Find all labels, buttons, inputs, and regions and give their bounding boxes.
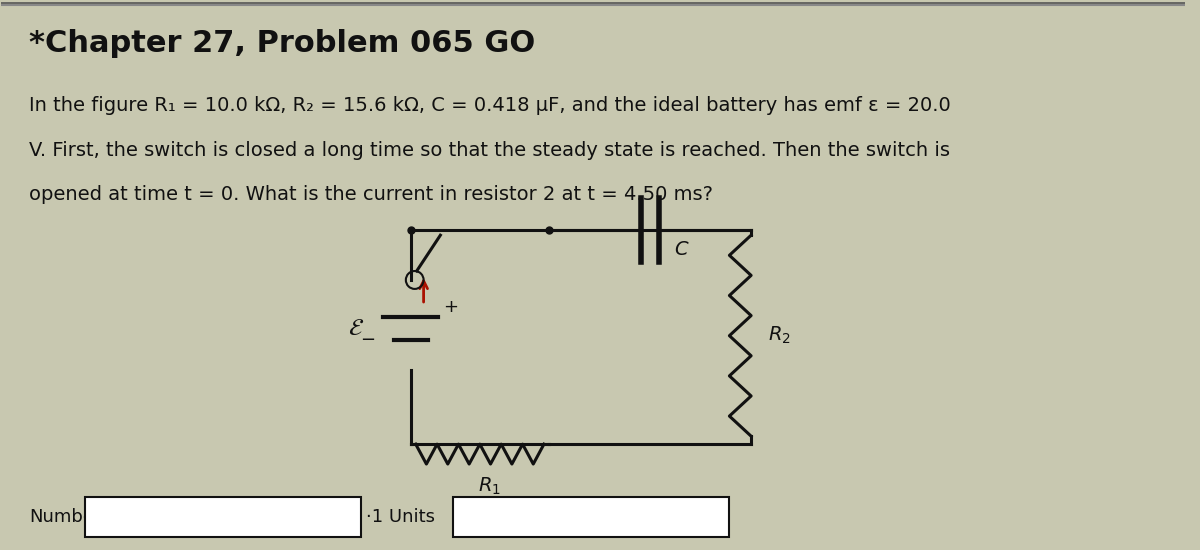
- Text: +: +: [443, 298, 458, 316]
- Text: $\mathcal{E}$: $\mathcal{E}$: [348, 316, 365, 340]
- Text: $R_2$: $R_2$: [768, 325, 791, 347]
- Text: In the figure R₁ = 10.0 kΩ, R₂ = 15.6 kΩ, C = 0.418 μF, and the ideal battery ha: In the figure R₁ = 10.0 kΩ, R₂ = 15.6 kΩ…: [29, 96, 950, 115]
- Text: −: −: [360, 331, 376, 349]
- Text: opened at time t = 0. What is the current in resistor 2 at t = 4.50 ms?: opened at time t = 0. What is the curren…: [29, 185, 713, 205]
- Text: Number: Number: [29, 508, 102, 526]
- Text: V. First, the switch is closed a long time so that the steady state is reached. : V. First, the switch is closed a long ti…: [29, 141, 950, 160]
- Text: ·1 Units: ·1 Units: [366, 508, 436, 526]
- Text: $R_1$: $R_1$: [479, 476, 502, 497]
- Polygon shape: [454, 497, 730, 537]
- Text: *Chapter 27, Problem 065 GO: *Chapter 27, Problem 065 GO: [29, 29, 535, 58]
- Polygon shape: [85, 497, 361, 537]
- Text: $C$: $C$: [673, 240, 689, 259]
